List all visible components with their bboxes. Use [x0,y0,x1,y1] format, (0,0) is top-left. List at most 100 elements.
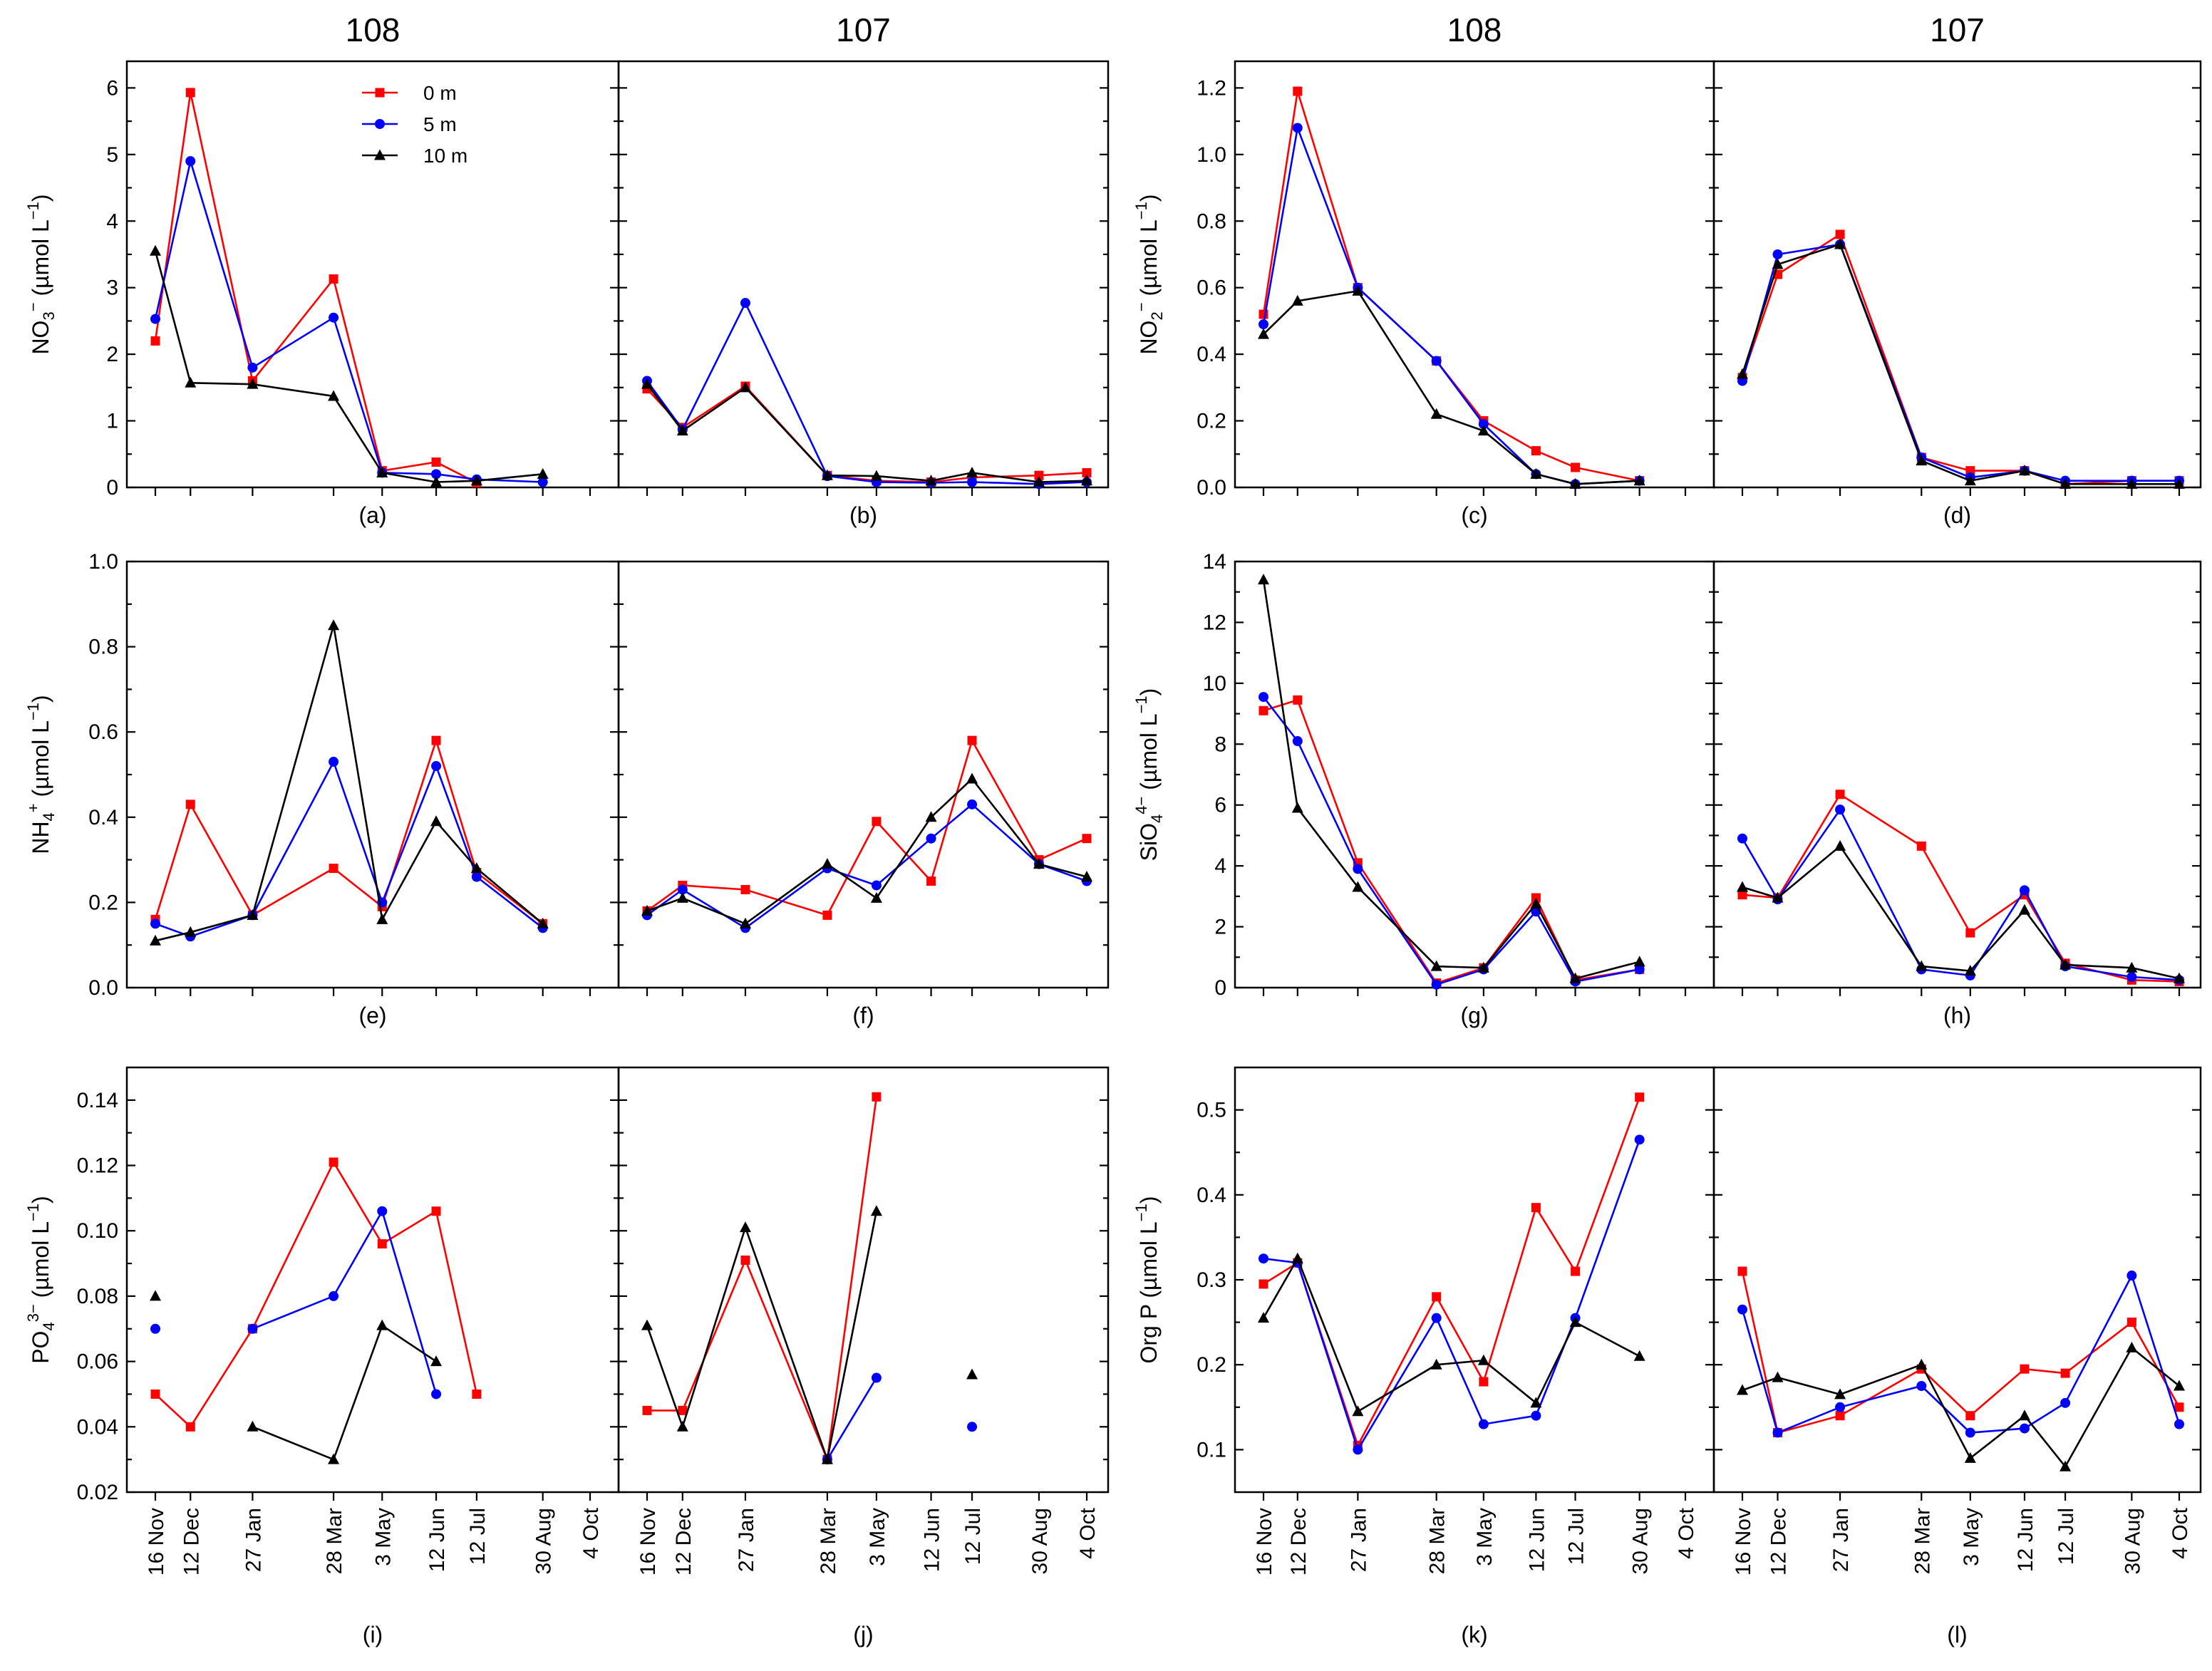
data-point-10m [870,891,882,903]
data-point-10m [1964,965,1976,976]
data-point-5m [185,156,196,167]
data-point-10m [1964,475,1976,486]
data-point-10m [376,1319,388,1330]
data-point-10m [1291,802,1303,813]
column-title-1: 108 [346,11,400,48]
y-tick-label: 0.10 [77,1219,118,1243]
data-point-10m [150,1290,161,1301]
data-point-0m [1082,834,1092,844]
data-point-0m [431,457,441,467]
data-point-10m [1033,858,1045,869]
data-point-0m [1082,467,1092,477]
series-line-0m [1741,1271,2181,1434]
y-tick-label: 14 [1203,550,1226,574]
data-point-0m [1965,928,1975,938]
panel-label: (c) [1461,502,1487,528]
series-line-10m [1263,289,1640,485]
x-tick-label: 16 Nov [636,1508,660,1576]
data-point-10m [1352,881,1364,892]
legend-label: 5 m [423,113,457,135]
data-point-10m [1291,1252,1303,1263]
y-axis-label: NO3− (µmol L−1) [24,194,58,354]
data-point-10m [966,466,978,477]
data-point-0m [1293,695,1303,705]
series-line-0m [1263,1097,1640,1448]
data-point-5m [2019,1423,2030,1434]
series-line-10m [1262,579,1640,980]
data-point-10m [430,1355,443,1367]
data-point-10m [676,425,688,436]
data-point-10m [150,244,161,256]
data-point-0m [1571,1266,1581,1276]
data-point-10m [870,470,882,481]
y-tick-label: 0.3 [1197,1268,1226,1292]
y-tick-label: 0 [106,476,118,500]
series-line-5m [646,301,1087,485]
panel-b: (b) [617,60,1110,528]
data-point-0m [1432,1292,1442,1302]
data-point-0m [2020,1364,2030,1374]
data-point-10m [1569,1316,1581,1328]
plot-frame [125,60,620,489]
series-line-5m [1741,243,2179,482]
data-point-10m [1530,898,1542,909]
data-point-5m [1292,123,1303,133]
data-point-0m [1635,1092,1645,1102]
x-tick-label: 28 Mar [1911,1508,1934,1574]
data-point-5m [1965,1427,1975,1438]
data-point-5m [1353,1444,1363,1455]
data-point-10m [739,381,751,393]
data-point-5m [431,761,442,772]
data-point-5m [2060,1397,2071,1408]
data-point-0m [1571,462,1581,472]
y-tick-label: 10 [1203,672,1226,695]
data-point-10m [641,1319,653,1330]
data-point-10m [1772,258,1784,269]
x-tick-label: 3 May [1473,1508,1497,1566]
data-point-0m [1835,790,1845,800]
data-point-0m [150,1389,160,1399]
x-tick-label: 30 Aug [532,1508,556,1574]
data-point-5m [431,1389,442,1400]
panel-k: 0.1 0.2 0.3 0.4 0.5 16 Nov 12 Dec 27 Jan 28 Mar 3… [1132,1066,1715,1647]
data-point-10m [1258,328,1269,339]
panel-label: (g) [1460,1003,1488,1028]
data-point-5m [1431,356,1442,366]
panel-e: 0.0 0.2 0.4 0.6 0.8 1.0 NH4+ (µmol L−1) (e) [24,550,620,1028]
legend-marker [375,88,385,98]
data-point-10m [966,1368,978,1380]
data-point-0m [1531,893,1541,903]
data-point-5m [1634,1134,1645,1145]
data-point-0m [1531,1203,1541,1213]
panel-label: (a) [358,502,386,528]
data-point-0m [740,884,750,894]
data-point-10m [1569,477,1581,489]
y-tick-label: 8 [1214,733,1226,756]
data-point-5m [677,884,688,895]
data-point-10m [1477,961,1489,973]
data-point-10m [1834,238,1846,249]
x-tick-label: 16 Nov [1732,1508,1755,1576]
x-tick-label: 28 Mar [817,1508,840,1574]
y-axis-label: NH4+ (µmol L−1) [24,695,58,854]
series-line-5m [155,759,544,938]
data-point-10m [1477,425,1489,436]
legend: 0 m 5 m 10 m [362,82,467,167]
data-point-0m [472,1389,482,1399]
plot-frame [617,1066,1110,1494]
data-point-5m [471,871,482,882]
x-tick-label: 12 Jul [961,1508,985,1565]
data-point-10m [1737,881,1748,892]
data-point-5m [329,312,339,323]
y-tick-label: 0.0 [1197,476,1226,500]
data-point-0m [1916,841,1926,851]
data-point-10m [247,1420,259,1432]
panel-label: (k) [1461,1622,1487,1647]
y-tick-label: 1 [106,410,118,433]
data-point-5m [329,757,339,767]
data-point-10m [1258,1312,1269,1323]
series-line-0m [646,738,1087,916]
data-point-0m [1034,470,1044,480]
series-line-5m [826,1377,878,1460]
